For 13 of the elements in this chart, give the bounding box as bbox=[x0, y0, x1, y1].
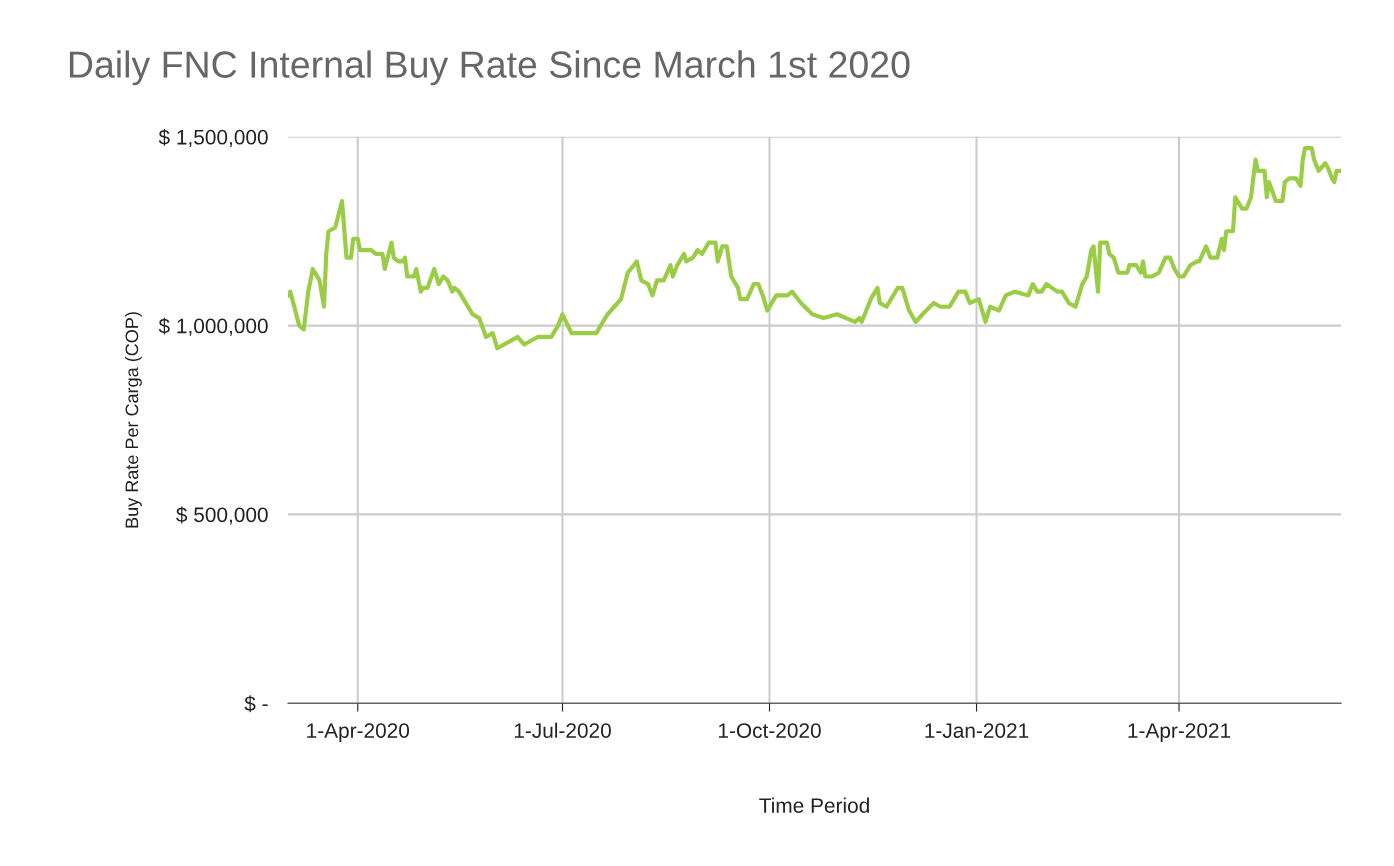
y-axis-title: Buy Rate Per Carga (COP) bbox=[125, 312, 142, 528]
x-tick-label: 1-Apr-2021 bbox=[1128, 723, 1231, 743]
x-tick-label: 1-Jan-2021 bbox=[925, 723, 1029, 738]
chart-title: Daily FNC Internal Buy Rate Since March 1st 2020 bbox=[69, 50, 910, 86]
y-tick-label: $ 1,500,000 bbox=[158, 128, 268, 148]
y-tick-label: $ - bbox=[244, 695, 268, 713]
y-tick-label: $ 1,000,000 bbox=[158, 317, 268, 336]
x-tick-label: 1-Jul-2020 bbox=[514, 722, 611, 738]
x-axis-title: Time Period bbox=[759, 797, 869, 813]
y-tick-label: $ 500,000 bbox=[176, 506, 268, 525]
x-tick-label: 1-Apr-2020 bbox=[307, 723, 410, 743]
x-tick-label: 1-Oct-2020 bbox=[719, 723, 821, 738]
line-series bbox=[288, 146, 1342, 351]
